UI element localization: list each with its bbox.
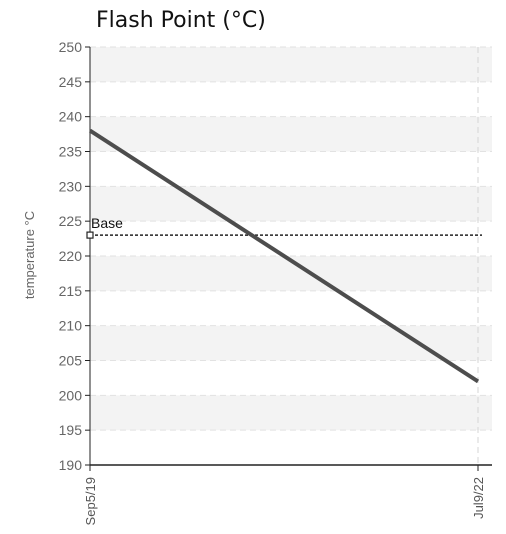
band-195 xyxy=(90,395,492,431)
base-reference: Base xyxy=(86,215,482,239)
background-bands xyxy=(90,47,492,431)
ytick-label-245: 245 xyxy=(59,74,83,90)
band-205 xyxy=(90,325,492,361)
ytick-label-225: 225 xyxy=(59,213,83,229)
ytick-label-210: 210 xyxy=(59,318,83,334)
gridlines xyxy=(89,46,492,465)
xtick-label-0: Sep5/19 xyxy=(83,477,98,525)
ytick-label-235: 235 xyxy=(59,144,83,160)
ytick-label-205: 205 xyxy=(59,353,83,369)
ytick-label-190: 190 xyxy=(59,457,83,473)
ytick-label-215: 215 xyxy=(59,283,83,299)
ytick-label-200: 200 xyxy=(59,387,83,403)
ytick-label-240: 240 xyxy=(59,109,83,125)
ytick-label-230: 230 xyxy=(59,178,83,194)
xtick-label-1: Jul9/22 xyxy=(471,477,486,519)
band-225 xyxy=(90,186,492,222)
band-235 xyxy=(90,116,492,152)
y-axis-label: temperature °C xyxy=(22,211,37,299)
base-marker xyxy=(86,231,94,239)
x-axis: Sep5/19 Jul9/22 xyxy=(83,464,492,525)
ytick-label-195: 195 xyxy=(59,422,83,438)
base-label: Base xyxy=(91,215,123,231)
chart-title: Flash Point (°C) xyxy=(96,8,266,33)
series-layer xyxy=(88,128,480,384)
y-axis: 190 195 200 205 210 215 220 225 230 235 240 245 250 xyxy=(59,39,91,473)
band-245 xyxy=(90,47,492,82)
ytick-label-250: 250 xyxy=(59,39,83,55)
ytick-label-220: 220 xyxy=(59,248,83,264)
series-line-0 xyxy=(88,128,480,384)
